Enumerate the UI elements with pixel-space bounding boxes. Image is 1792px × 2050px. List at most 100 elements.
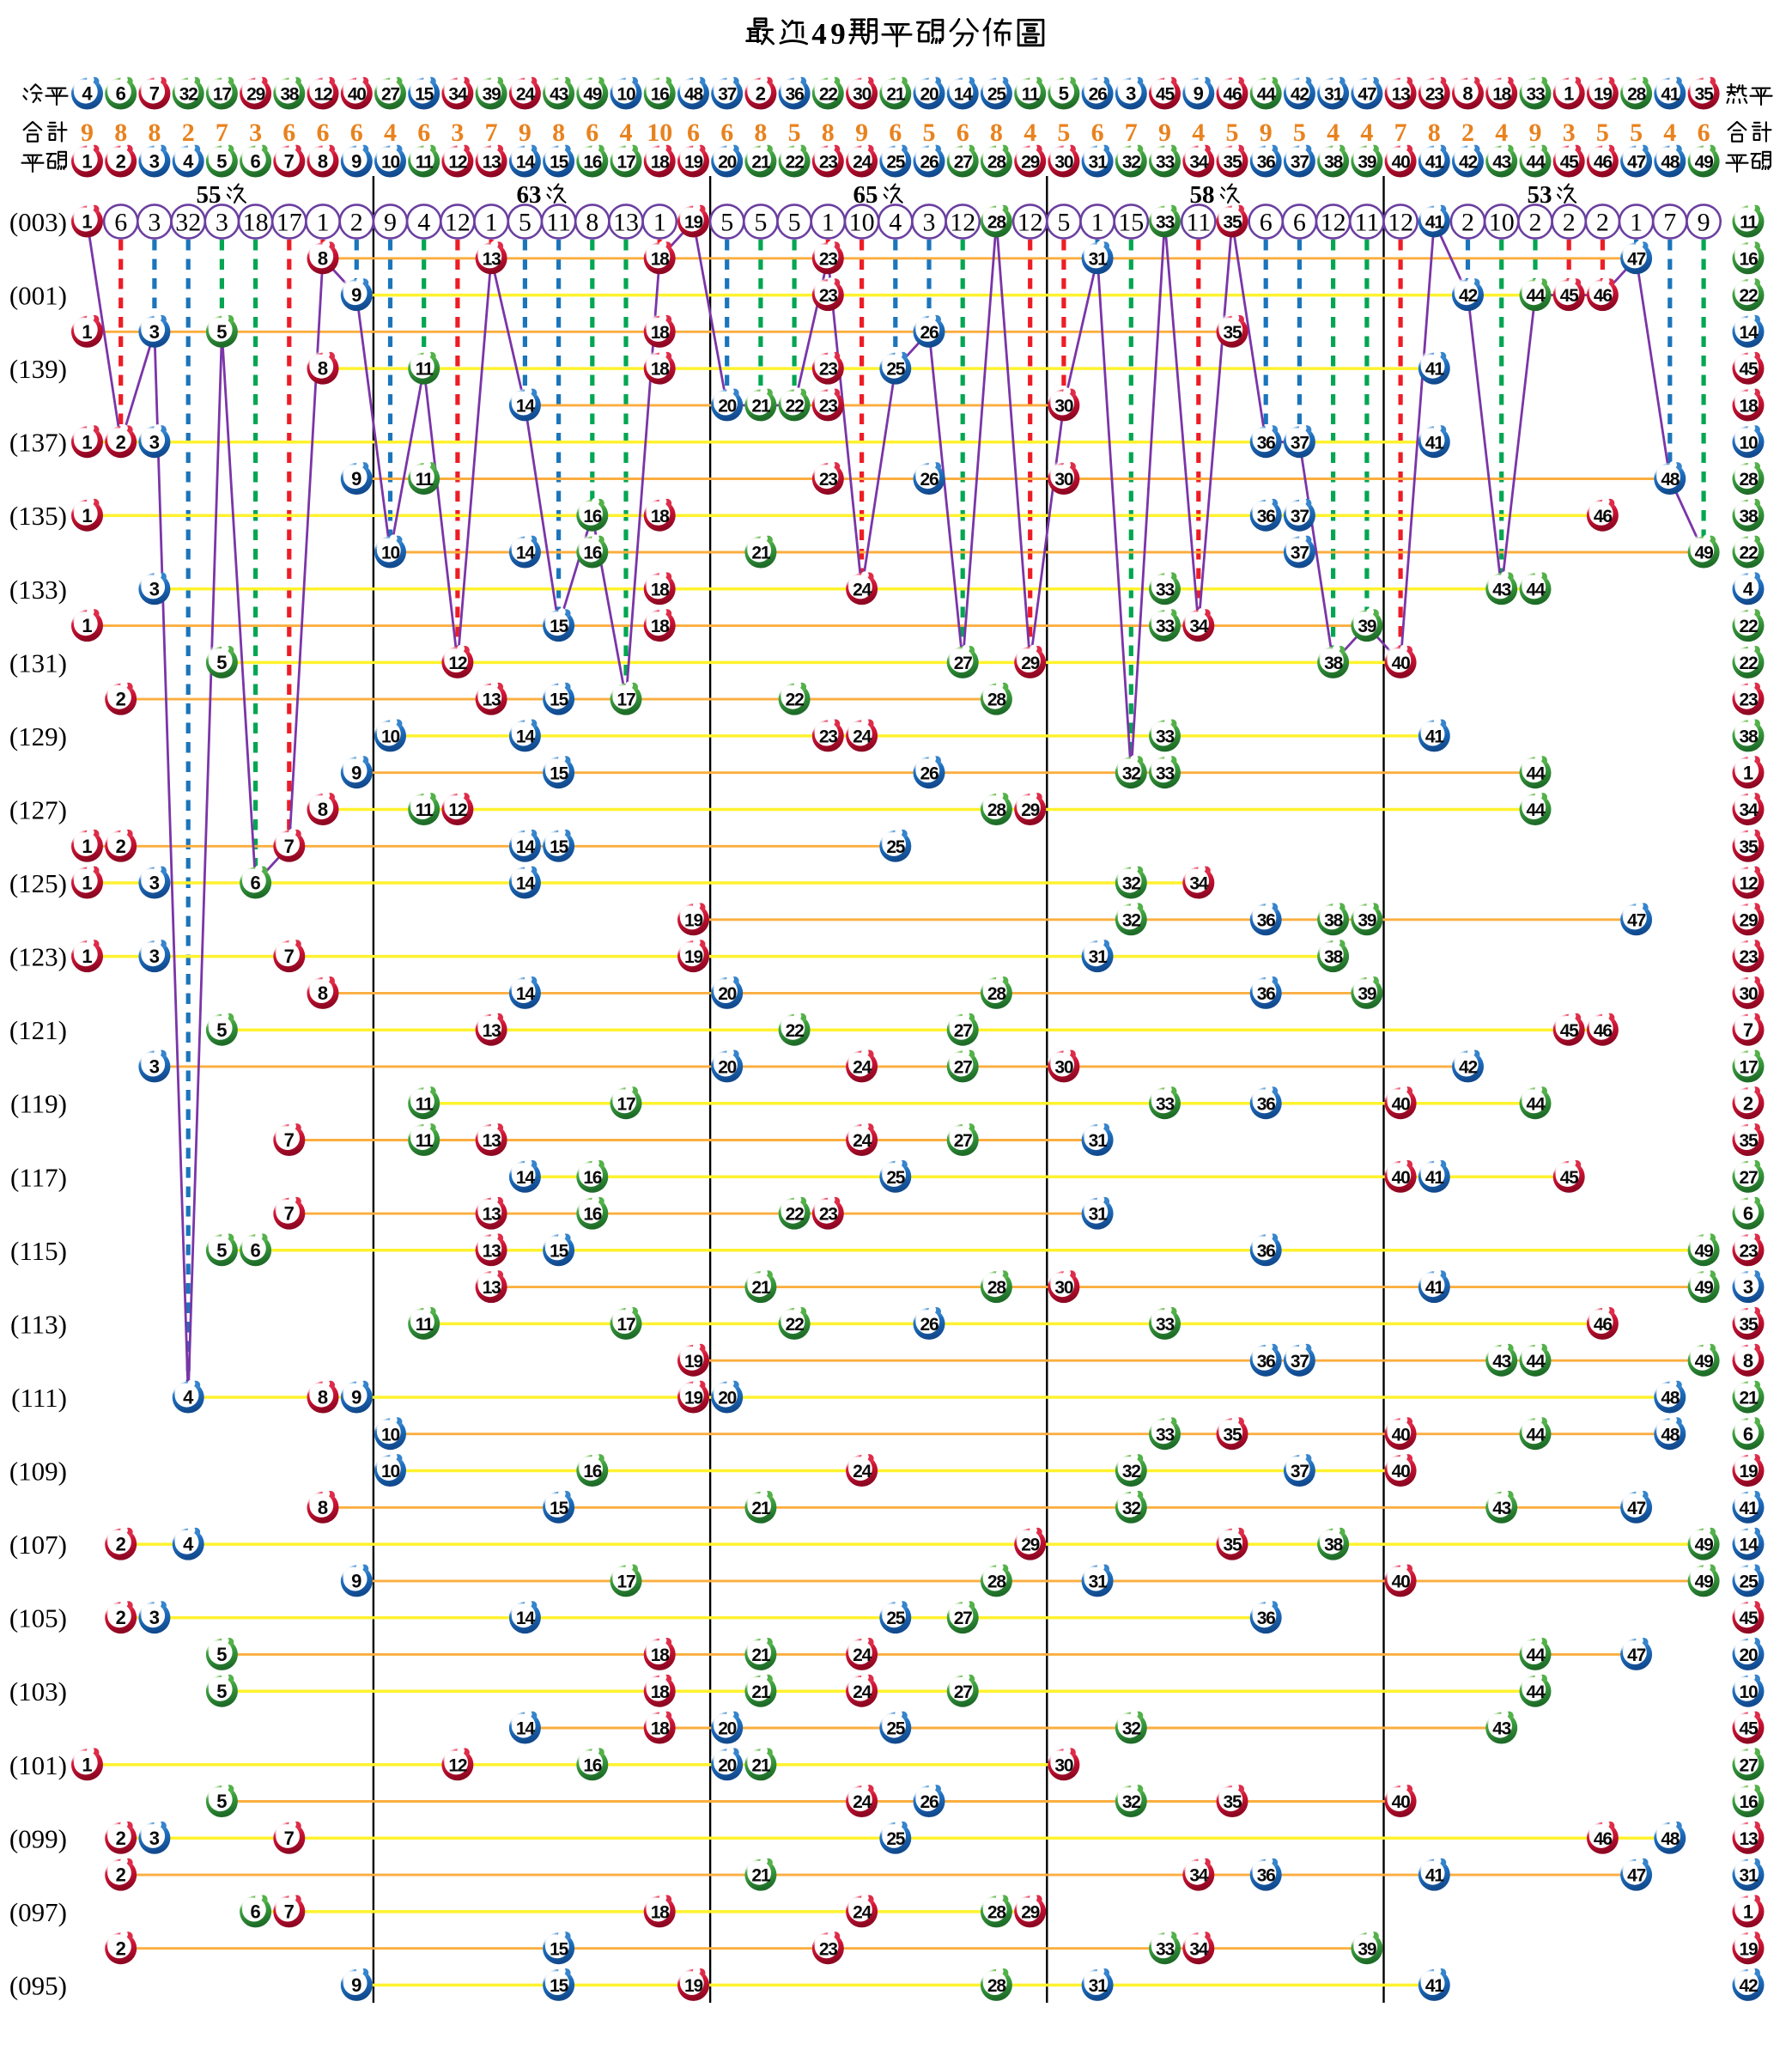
svg-text:23: 23 [1740, 947, 1758, 967]
svg-text:47: 47 [1627, 1866, 1645, 1886]
svg-text:(139): (139) [9, 354, 67, 384]
svg-text:1: 1 [82, 505, 92, 526]
svg-text:2: 2 [116, 689, 126, 710]
svg-text:6: 6 [250, 873, 260, 894]
svg-text:18: 18 [651, 1903, 670, 1923]
svg-text:40: 40 [348, 85, 366, 105]
svg-text:3: 3 [923, 208, 936, 236]
svg-text:29: 29 [1021, 1536, 1039, 1555]
svg-text:16: 16 [583, 544, 601, 563]
svg-text:41: 41 [1425, 1278, 1444, 1298]
svg-text:(127): (127) [9, 795, 67, 825]
svg-text:14: 14 [516, 544, 535, 563]
svg-text:38: 38 [1324, 910, 1343, 930]
svg-text:33: 33 [1156, 727, 1174, 747]
svg-text:15: 15 [550, 837, 568, 857]
svg-text:41: 41 [1425, 213, 1444, 233]
svg-text:24: 24 [853, 1682, 872, 1702]
svg-text:1: 1 [82, 151, 92, 173]
svg-text:9: 9 [351, 1387, 361, 1408]
svg-text:44: 44 [1527, 286, 1546, 306]
svg-text:2: 2 [350, 208, 363, 236]
svg-text:16: 16 [651, 85, 669, 105]
svg-text:45: 45 [1740, 1719, 1759, 1739]
svg-text:47: 47 [1627, 910, 1645, 930]
svg-text:8: 8 [754, 119, 767, 147]
svg-text:17: 17 [276, 208, 302, 236]
svg-text:14: 14 [516, 984, 535, 1004]
svg-text:27: 27 [954, 153, 972, 173]
svg-text:2: 2 [756, 83, 766, 105]
svg-text:23: 23 [1740, 690, 1758, 710]
svg-text:46: 46 [1594, 153, 1612, 173]
svg-text:10: 10 [381, 1425, 399, 1445]
svg-text:22: 22 [1740, 654, 1758, 673]
svg-text:11: 11 [416, 1131, 434, 1151]
svg-text:38: 38 [1324, 947, 1343, 967]
svg-text:14: 14 [516, 727, 535, 747]
svg-text:45: 45 [1560, 1021, 1579, 1041]
svg-text:40: 40 [1392, 654, 1410, 673]
svg-text:29: 29 [246, 85, 264, 105]
svg-text:16: 16 [583, 1755, 601, 1775]
svg-text:38: 38 [1740, 507, 1759, 526]
svg-text:5: 5 [1057, 208, 1070, 236]
svg-text:6: 6 [282, 119, 295, 147]
svg-text:31: 31 [1089, 153, 1108, 173]
svg-text:28: 28 [987, 1903, 1006, 1923]
svg-text:24: 24 [853, 153, 872, 173]
svg-text:1: 1 [82, 946, 92, 967]
svg-text:9: 9 [519, 119, 532, 147]
svg-text:(097): (097) [9, 1897, 67, 1927]
svg-text:(107): (107) [9, 1530, 67, 1560]
svg-text:(001): (001) [9, 281, 67, 311]
svg-text:4: 4 [620, 119, 633, 147]
svg-text:24: 24 [853, 727, 872, 747]
svg-text:5: 5 [216, 1791, 227, 1812]
svg-text:34: 34 [1740, 800, 1759, 820]
svg-text:10: 10 [381, 727, 399, 747]
svg-text:47: 47 [1358, 85, 1376, 105]
svg-text:13: 13 [483, 1021, 501, 1041]
svg-text:8: 8 [318, 799, 328, 820]
svg-text:22: 22 [786, 153, 804, 173]
svg-text:9: 9 [384, 208, 397, 236]
svg-text:43: 43 [1492, 153, 1510, 173]
svg-text:15: 15 [550, 690, 568, 710]
svg-text:4: 4 [1024, 119, 1036, 147]
svg-text:18: 18 [651, 249, 670, 269]
svg-text:9: 9 [1260, 119, 1273, 147]
svg-text:35: 35 [1740, 1131, 1759, 1151]
svg-text:40: 40 [1392, 1094, 1410, 1114]
svg-text:(103): (103) [9, 1676, 67, 1706]
svg-text:32: 32 [1122, 1792, 1140, 1812]
svg-text:2: 2 [116, 431, 126, 453]
svg-text:7: 7 [284, 151, 295, 173]
svg-text:8: 8 [822, 119, 835, 147]
svg-text:6: 6 [417, 119, 430, 147]
svg-text:31: 31 [1089, 249, 1108, 269]
svg-text:41: 41 [1425, 1866, 1444, 1886]
svg-text:30: 30 [1740, 984, 1758, 1004]
svg-text:5: 5 [216, 1681, 227, 1702]
svg-text:14: 14 [516, 837, 535, 857]
svg-text:21: 21 [1740, 1389, 1759, 1408]
svg-text:37: 37 [1291, 507, 1309, 526]
svg-text:(111): (111) [11, 1383, 67, 1413]
svg-text:(095): (095) [9, 1970, 67, 2000]
svg-text:8: 8 [318, 982, 328, 1004]
svg-text:14: 14 [516, 153, 535, 173]
svg-text:24: 24 [853, 1462, 872, 1481]
svg-text:48: 48 [1661, 1425, 1680, 1445]
svg-text:12: 12 [1321, 208, 1346, 236]
svg-text:5: 5 [1059, 83, 1069, 105]
svg-text:6: 6 [116, 83, 126, 105]
svg-text:8: 8 [318, 358, 328, 380]
svg-text:29: 29 [1021, 1903, 1039, 1923]
svg-text:(117): (117) [10, 1162, 67, 1192]
svg-text:3: 3 [149, 1056, 160, 1078]
svg-text:44: 44 [1527, 1682, 1546, 1702]
svg-text:6: 6 [350, 119, 363, 147]
svg-text:25: 25 [886, 153, 905, 173]
svg-text:13: 13 [483, 1131, 501, 1151]
